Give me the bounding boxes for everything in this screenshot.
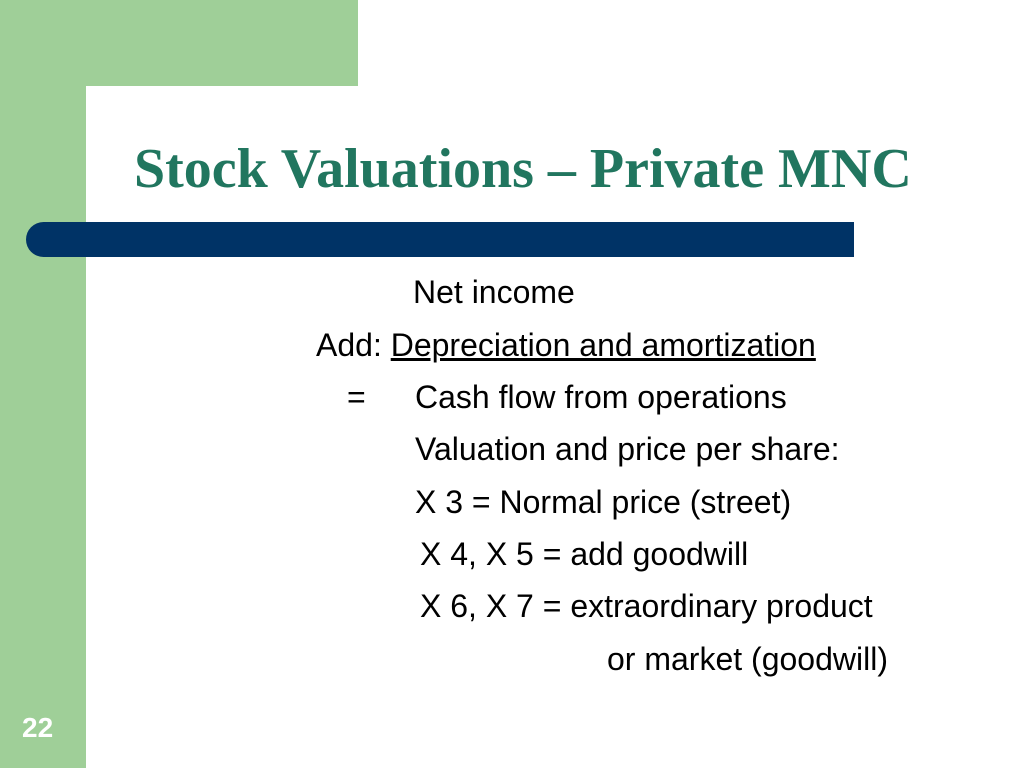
add-line: Add: Depreciation and amortization	[316, 325, 816, 365]
cash-flow-line: Cash flow from operations	[415, 379, 787, 415]
net-income-line: Net income	[413, 274, 575, 310]
green-top-band	[86, 0, 358, 86]
title-divider-bar	[26, 222, 854, 257]
green-left-band	[0, 0, 86, 768]
slide-title: Stock Valuations – Private MNC	[134, 138, 912, 200]
rounded-corner	[86, 86, 166, 166]
depreciation-text: Depreciation and amortization	[390, 327, 816, 363]
x67-line: X 6, X 7 = extraordinary product	[420, 588, 873, 624]
x67-continuation-line: or market (goodwill)	[607, 641, 888, 677]
equals-sign: =	[347, 379, 366, 415]
add-prefix: Add:	[316, 327, 391, 363]
page-number: 22	[22, 712, 54, 743]
x3-line: X 3 = Normal price (street)	[415, 484, 792, 520]
valuation-line: Valuation and price per share:	[415, 431, 840, 467]
x45-line: X 4, X 5 = add goodwill	[420, 536, 749, 572]
